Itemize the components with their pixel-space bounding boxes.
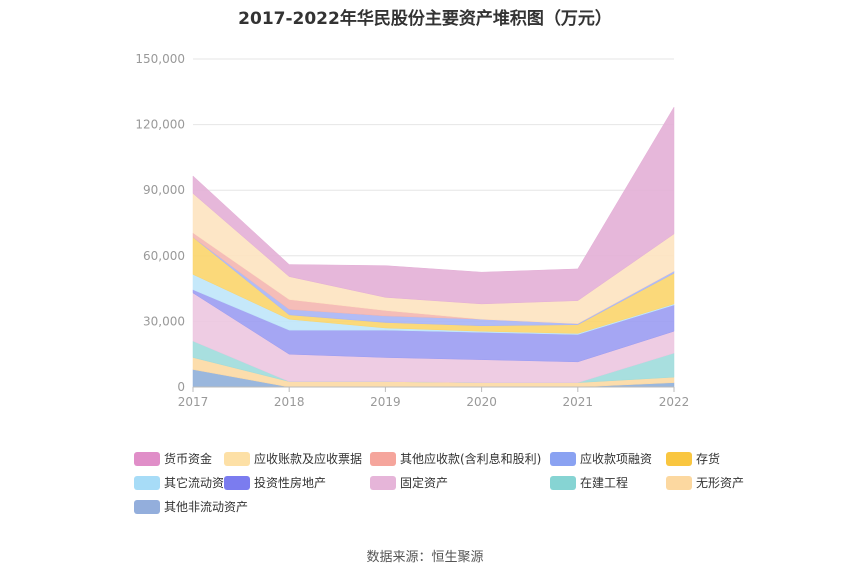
x-tick-label: 2019 [370,395,401,409]
legend-swatch [224,475,250,490]
y-tick-label: 0 [177,380,185,394]
legend-item[interactable]: 货币资金 [134,450,212,467]
legend-label: 其他应收款(含利息和股利) [400,452,542,466]
legend-label: 货币资金 [164,452,213,466]
y-tick-label: 90,000 [143,183,185,197]
legend-swatch [550,451,576,466]
legend-item[interactable]: 在建工程 [550,474,628,491]
legend-label: 投资性房地产 [254,476,327,490]
chart-title: 2017-2022年华民股份主要资产堆积图（万元） [238,9,612,29]
area-series [192,106,675,388]
legend-label: 存货 [696,452,721,466]
legend-label: 应收账款及应收票据 [254,452,363,466]
area-series-mark [192,106,675,305]
legend-item[interactable]: 应收账款及应收票据 [224,450,362,467]
stacked-area-chart: 0 30,000 60,000 90,000 120,000 150,000 2017 201… [135,52,689,409]
legend-label: 其它流动资产 [164,476,237,490]
legend-swatch [370,475,396,490]
legend-item[interactable]: 其它流动资产 [134,474,236,491]
legend-label: 应收款项融资 [580,452,653,466]
data-source: 数据来源：恒生聚源 [366,550,484,565]
legend-swatch [134,475,160,490]
x-tick-label: 2020 [466,395,497,409]
legend-item[interactable]: 应收款项融资 [550,450,652,467]
legend-swatch [134,451,160,466]
legend-label: 固定资产 [400,476,449,490]
legend-swatch [370,451,396,466]
legend-swatch [550,475,576,490]
legend-swatch [134,499,160,514]
legend-item[interactable]: 存货 [666,450,720,467]
legend-swatch [666,451,692,466]
x-tick-label: 2017 [178,395,209,409]
legend-swatch [666,475,692,490]
y-tick-label: 150,000 [135,52,185,66]
y-tick-label: 60,000 [143,249,185,263]
legend-label: 其他非流动资产 [164,500,249,514]
legend-label: 在建工程 [580,476,629,490]
legend-item[interactable]: 其他非流动资产 [134,498,248,515]
legend-item[interactable]: 其他应收款(含利息和股利) [370,450,541,467]
x-tick-label: 2022 [659,395,690,409]
axes: 0 30,000 60,000 90,000 120,000 150,000 2017 201… [135,52,689,409]
legend-item[interactable]: 无形资产 [666,474,744,491]
legend-item[interactable]: 投资性房地产 [224,474,326,491]
legend-label: 无形资产 [696,476,745,490]
y-tick-label: 120,000 [135,118,185,132]
legend-item[interactable]: 固定资产 [370,474,448,491]
x-tick-label: 2021 [563,395,594,409]
x-tick-label: 2018 [274,395,305,409]
legend-swatch [224,451,250,466]
y-tick-label: 30,000 [143,314,185,328]
